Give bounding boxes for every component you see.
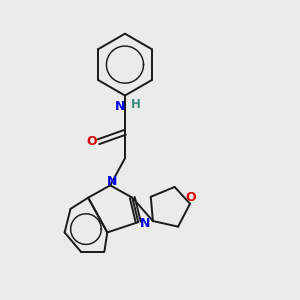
Text: N: N	[107, 175, 118, 188]
Text: N: N	[140, 217, 150, 230]
Text: N: N	[115, 100, 125, 113]
Text: O: O	[87, 135, 97, 148]
Text: H: H	[131, 98, 141, 111]
Text: O: O	[185, 191, 196, 204]
